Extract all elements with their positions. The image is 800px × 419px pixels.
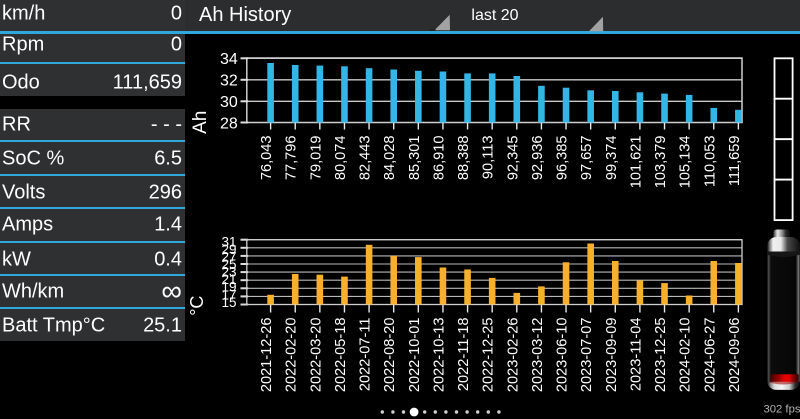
svg-text:2022-03-20: 2022-03-20	[308, 318, 324, 393]
svg-text:2023-07-07: 2023-07-07	[579, 318, 595, 393]
svg-text:111,659: 111,659	[727, 136, 743, 187]
svg-text:2022-05-18: 2022-05-18	[333, 318, 349, 393]
svg-text:2023-09-09: 2023-09-09	[604, 318, 620, 393]
svg-text:2022-12-25: 2022-12-25	[481, 318, 497, 393]
svg-text:84,028: 84,028	[382, 136, 398, 181]
svg-text:2024-02-10: 2024-02-10	[678, 318, 694, 393]
svg-text:2022-10-01: 2022-10-01	[407, 318, 423, 393]
svg-text:82,443: 82,443	[358, 136, 374, 181]
svg-text:79,019: 79,019	[308, 136, 324, 181]
svg-text:92,345: 92,345	[505, 136, 521, 181]
svg-text:92,936: 92,936	[530, 136, 546, 181]
svg-text:96,385: 96,385	[555, 136, 571, 181]
svg-text:77,796: 77,796	[284, 136, 300, 181]
svg-text:25: 25	[221, 257, 236, 272]
svg-text:2023-02-26: 2023-02-26	[505, 318, 521, 393]
svg-text:97,657: 97,657	[579, 136, 595, 181]
svg-text:2023-12-25: 2023-12-25	[653, 318, 669, 393]
svg-text:90,113: 90,113	[481, 136, 497, 180]
svg-text:76,043: 76,043	[259, 136, 275, 181]
svg-text:2023-03-12: 2023-03-12	[530, 318, 546, 393]
svg-text:80,074: 80,074	[333, 136, 349, 181]
svg-text:103,379: 103,379	[653, 136, 669, 189]
svg-text:302 fps: 302 fps	[763, 403, 800, 415]
svg-text:2022-02-20: 2022-02-20	[284, 318, 300, 393]
svg-text:15: 15	[221, 295, 236, 310]
svg-text:27: 27	[221, 250, 236, 265]
svg-text:2021-12-26: 2021-12-26	[259, 318, 275, 393]
svg-text:2024-06-27: 2024-06-27	[702, 318, 718, 393]
svg-text:2023-06-10: 2023-06-10	[555, 318, 571, 393]
svg-text:105,134: 105,134	[678, 136, 694, 189]
svg-text:2022-08-20: 2022-08-20	[382, 318, 398, 393]
svg-text:88,388: 88,388	[456, 136, 472, 181]
svg-text:30: 30	[220, 94, 238, 111]
svg-text:29: 29	[221, 242, 236, 257]
svg-text:34: 34	[220, 51, 238, 68]
svg-text:99,374: 99,374	[604, 136, 620, 181]
svg-text:21: 21	[221, 272, 236, 287]
svg-text:2022-10-13: 2022-10-13	[431, 318, 447, 393]
svg-text:19: 19	[221, 280, 236, 295]
svg-text:86,910: 86,910	[431, 136, 447, 181]
svg-text:85,301: 85,301	[407, 136, 423, 181]
svg-text:2023-11-04: 2023-11-04	[628, 318, 644, 392]
svg-text:2024-09-06: 2024-09-06	[727, 318, 743, 393]
svg-text:31: 31	[221, 234, 236, 249]
svg-text:2022-07-11: 2022-07-11	[358, 318, 374, 392]
svg-text:°C: °C	[187, 296, 207, 316]
svg-text:110,053: 110,053	[702, 136, 718, 188]
svg-text:17: 17	[221, 287, 236, 302]
svg-text:101,621: 101,621	[628, 136, 644, 189]
svg-text:23: 23	[221, 265, 236, 280]
svg-text:Ah: Ah	[190, 111, 211, 134]
svg-text:2022-11-18: 2022-11-18	[456, 318, 472, 392]
svg-text:32: 32	[220, 73, 238, 90]
svg-text:28: 28	[220, 115, 238, 132]
